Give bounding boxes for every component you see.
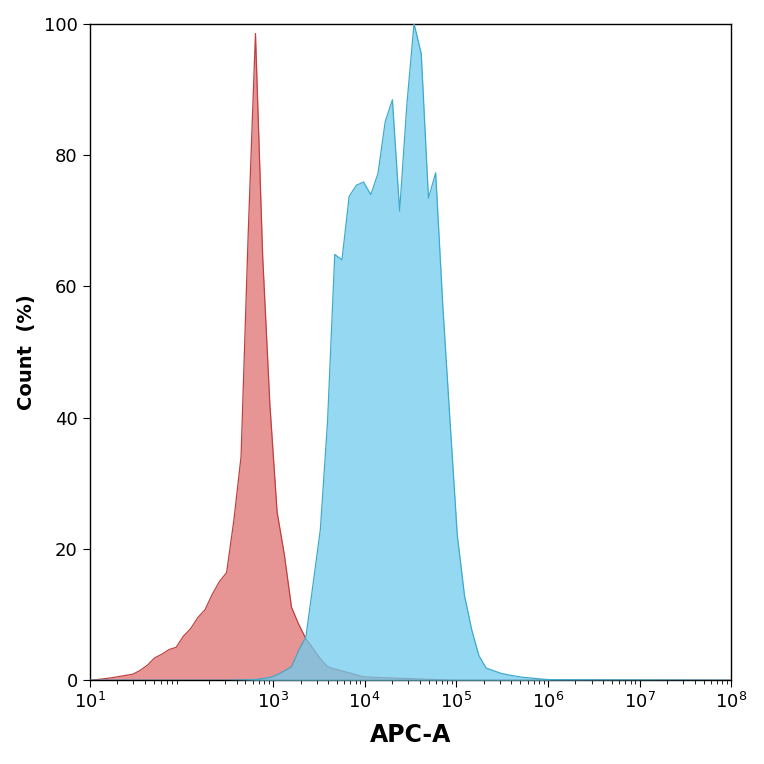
Y-axis label: Count  (%): Count (%) xyxy=(17,294,36,410)
X-axis label: APC-A: APC-A xyxy=(370,724,451,747)
